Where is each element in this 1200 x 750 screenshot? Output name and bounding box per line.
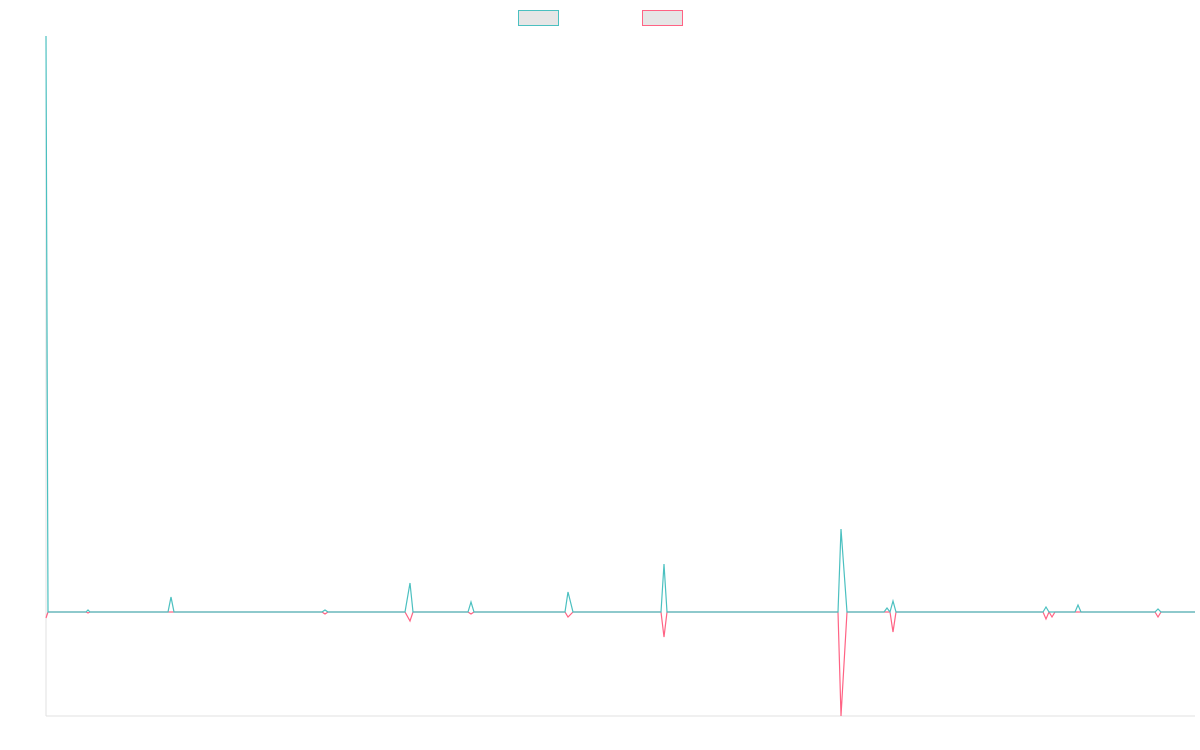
legend-swatch[interactable] <box>642 10 683 26</box>
series-line <box>45 35 1195 614</box>
series-line <box>45 610 1195 717</box>
legend-swatch[interactable] <box>518 10 559 26</box>
